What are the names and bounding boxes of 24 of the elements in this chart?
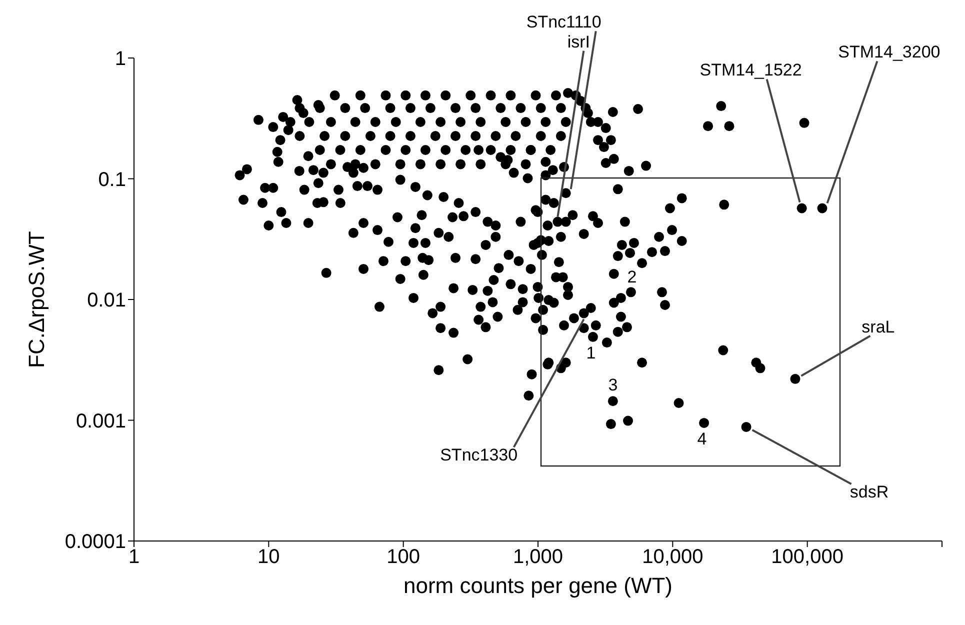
x-tick-label: 100 [386,546,420,568]
x-tick-label: 10 [258,546,280,568]
annotation: STM14_1522 [700,60,802,80]
x-tick-label: 10,000 [642,546,704,568]
annotation: sdsR [850,482,889,502]
annotation: sraL [862,317,895,336]
annotation: STM14_3200 [838,42,940,62]
x-tick-label: 1,000 [512,546,564,568]
x-tick-label: 1 [128,546,140,568]
annotation: isrI [567,32,590,52]
y-tick-label: 0.1 [98,168,126,191]
annotation: 1 [586,344,596,362]
annotation: STnc1110 [526,12,602,32]
y-tick-label: 0.001 [76,410,126,432]
x-tick-label: 100,000 [771,546,844,568]
y-tick-label: 1 [114,48,126,70]
annotation: 4 [697,430,707,448]
y-tick-label: 0.0001 [64,531,126,554]
annotation: 3 [608,376,618,394]
x-axis-title: norm counts per gene (WT) [404,573,672,598]
annotation: STnc1330 [440,446,518,465]
annotation: 2 [627,268,637,286]
y-tick-label: 0.01 [87,290,126,312]
y-axis-title: FC.ΔrpoS.WT [24,231,49,368]
